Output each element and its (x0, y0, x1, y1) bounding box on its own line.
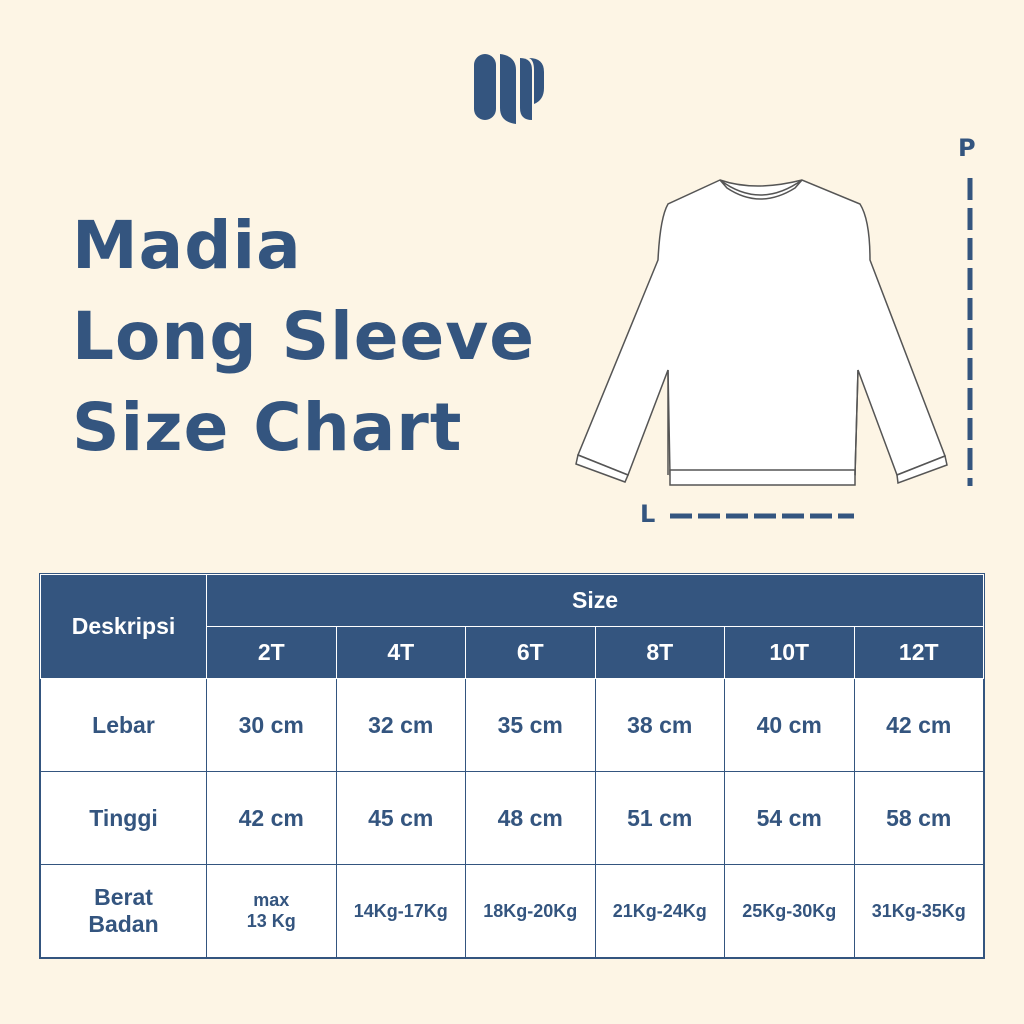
row-label-line: Badan (88, 911, 159, 937)
cell: 45 cm (335, 771, 466, 865)
cell-line: 13 Kg (246, 911, 296, 931)
cell: max 13 Kg (206, 864, 337, 958)
row-label: Lebar (40, 678, 207, 772)
size-col-header: 10T (724, 626, 855, 679)
cell: 31Kg-35Kg (853, 864, 984, 958)
cell: 58 cm (853, 771, 984, 865)
cell: 51 cm (594, 771, 725, 865)
cell: 21Kg-24Kg (594, 864, 725, 958)
row-label: Tinggi (40, 771, 207, 865)
width-dashed-line (670, 513, 854, 519)
cell: 18Kg-20Kg (465, 864, 596, 958)
cell: 54 cm (724, 771, 855, 865)
cell: 40 cm (724, 678, 855, 772)
size-col-header: 8T (594, 626, 725, 679)
long-sleeve-shirt-icon (575, 179, 948, 486)
madia-logo (474, 54, 544, 124)
table-row: Lebar 30 cm 32 cm 35 cm 38 cm 40 cm 42 c… (40, 678, 984, 772)
cell-line: max (253, 890, 290, 910)
cell: 14Kg-17Kg (335, 864, 466, 958)
cell: 48 cm (465, 771, 596, 865)
row-label-line: Berat (94, 884, 153, 910)
width-label: L (640, 500, 656, 528)
cell: 38 cm (594, 678, 725, 772)
size-col-header: 4T (335, 626, 466, 679)
row-label: Berat Badan (40, 864, 207, 958)
title-line: Size Chart (72, 389, 463, 466)
size-col-header: 2T (206, 626, 337, 679)
cell: 42 cm (206, 771, 337, 865)
title-line: Madia (72, 207, 302, 284)
length-label: P (958, 134, 976, 162)
cell: 42 cm (853, 678, 984, 772)
size-col-header: 12T (853, 626, 984, 679)
page-title: Madia Long Sleeve Size Chart (72, 200, 535, 473)
cell: 25Kg-30Kg (724, 864, 855, 958)
length-dashed-line (967, 178, 973, 486)
size-table: Deskripsi Size 2T 4T 6T 8T 10T 12T Lebar… (39, 573, 985, 959)
size-col-header: 6T (465, 626, 596, 679)
desc-header: Deskripsi (40, 574, 207, 679)
table-row: Berat Badan max 13 Kg 14Kg-17Kg 18Kg-20Kg … (40, 864, 984, 958)
title-line: Long Sleeve (72, 298, 536, 375)
size-header: Size (206, 574, 984, 627)
cell: 30 cm (206, 678, 337, 772)
cell: 32 cm (335, 678, 466, 772)
table-row: Tinggi 42 cm 45 cm 48 cm 51 cm 54 cm 58 … (40, 771, 984, 865)
cell: 35 cm (465, 678, 596, 772)
